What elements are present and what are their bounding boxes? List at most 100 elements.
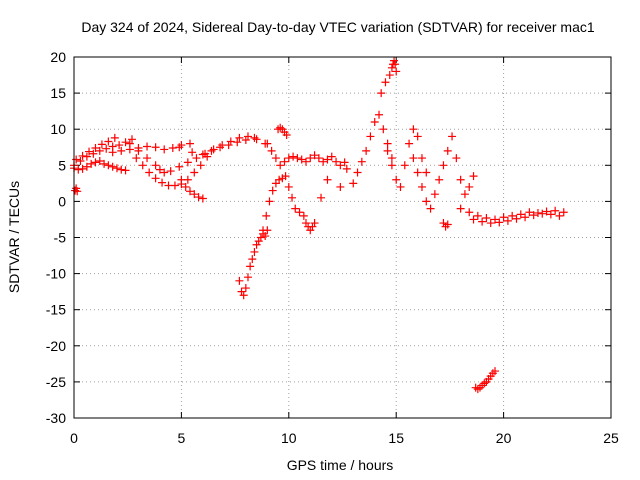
data-point [370, 117, 379, 126]
data-point [555, 211, 564, 220]
data-point [538, 209, 547, 218]
data-point [319, 157, 328, 166]
series-sat-s [409, 132, 478, 213]
data-point [185, 187, 194, 196]
data-point [392, 67, 401, 76]
data-point [342, 164, 351, 173]
data-point [340, 158, 349, 167]
data-point [387, 161, 396, 170]
data-point [261, 232, 270, 241]
data-point [422, 197, 431, 206]
data-point [76, 156, 85, 165]
data-point [262, 211, 271, 220]
data-point [166, 167, 175, 176]
data-point [469, 172, 478, 181]
data-point [327, 152, 336, 161]
data-point [409, 125, 418, 134]
data-point [143, 154, 152, 163]
data-point [391, 60, 400, 69]
data-point [439, 161, 448, 170]
data-point [160, 168, 169, 177]
data-point [297, 155, 306, 164]
data-point [265, 197, 274, 206]
data-point [293, 154, 302, 163]
data-point [115, 141, 124, 150]
data-point [72, 155, 81, 164]
series-sat-m [274, 123, 291, 139]
data-point [125, 139, 134, 148]
data-point [430, 190, 439, 199]
tick-labels: 0 5 10 15 20 25 -30 -25 -20 -15 -10 -5 0 5 10 15 20 [46, 49, 619, 446]
data-point [155, 165, 164, 174]
data-point [379, 125, 388, 134]
data-point [267, 146, 276, 155]
data-point [151, 174, 160, 183]
data-point [138, 161, 147, 170]
data-point [108, 162, 117, 171]
data-point [89, 149, 98, 158]
data-point [160, 145, 169, 154]
data-point [196, 161, 205, 170]
data-point [112, 164, 121, 173]
data-point [151, 161, 160, 170]
data-point [216, 143, 225, 152]
data-point [495, 218, 504, 227]
data-point [381, 78, 390, 87]
data-point [336, 182, 345, 191]
data-point [190, 190, 199, 199]
data-point [239, 291, 248, 300]
data-point [460, 190, 469, 199]
series-sat-v [469, 209, 564, 228]
data-point [525, 208, 534, 217]
data-point [198, 194, 207, 203]
data-point [78, 151, 87, 160]
data-point [192, 154, 201, 163]
series-sat-d [71, 184, 82, 196]
data-point [284, 154, 293, 163]
series-sat-b [70, 156, 130, 175]
data-point [168, 143, 177, 152]
data-point [482, 214, 491, 223]
series-sat-n [299, 211, 319, 235]
data-point [235, 276, 244, 285]
data-point [443, 220, 452, 229]
data-point [413, 168, 422, 177]
data-point [95, 146, 104, 155]
data-point [250, 133, 259, 142]
data-point [207, 146, 216, 155]
data-point [110, 133, 119, 142]
data-point [499, 213, 508, 222]
data-point [170, 181, 179, 190]
data-point [559, 208, 568, 217]
data-point [385, 71, 394, 80]
y-axis-label: SDTVAR / TECUs [6, 181, 22, 293]
y-tick-label: -5 [54, 230, 67, 246]
series-sat-c [72, 133, 119, 164]
data-point [175, 162, 184, 171]
data-point [91, 143, 100, 152]
data-point [183, 158, 192, 167]
data-point [224, 141, 233, 150]
data-point [280, 157, 289, 166]
data-point [121, 138, 130, 147]
series-sat-a [70, 135, 136, 170]
data-point [443, 146, 452, 155]
data-point [405, 139, 414, 148]
data-point [357, 157, 366, 166]
data-point [306, 154, 315, 163]
data-point [332, 157, 341, 166]
data-point [426, 204, 435, 213]
data-point [127, 135, 136, 144]
data-point [291, 204, 300, 213]
series-sat-u [456, 204, 568, 224]
data-point [132, 154, 141, 163]
x-axis-label: GPS time / hours [287, 457, 394, 473]
data-point [521, 213, 530, 222]
data-point [108, 148, 117, 157]
series-sat-w [471, 367, 500, 394]
data-point [383, 139, 392, 148]
data-point [241, 136, 250, 145]
data-point [248, 255, 257, 264]
data-point [390, 56, 399, 65]
